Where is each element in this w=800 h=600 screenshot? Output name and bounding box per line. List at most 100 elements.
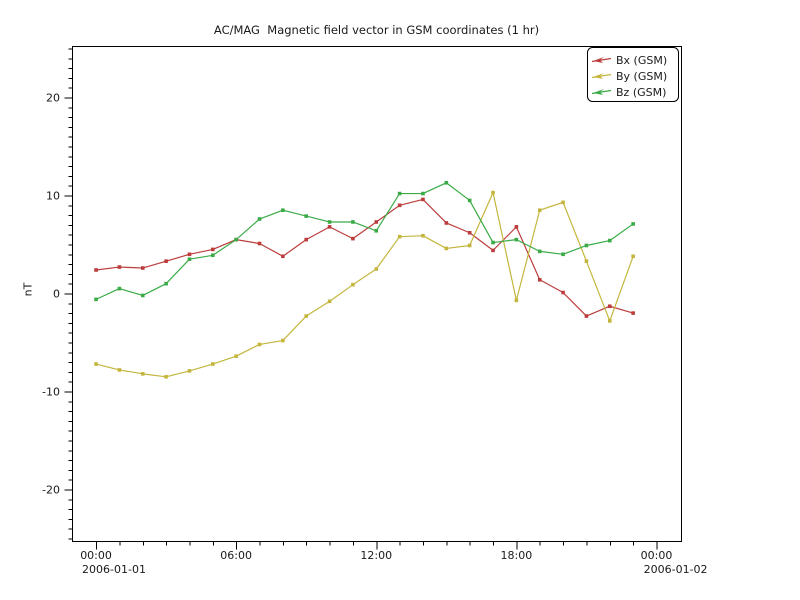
series-marker bbox=[537, 249, 542, 254]
series-marker bbox=[140, 293, 145, 298]
series-marker bbox=[397, 234, 402, 239]
series-marker bbox=[584, 243, 589, 248]
series-line-by-gsm bbox=[95, 191, 634, 378]
series-marker bbox=[281, 254, 285, 259]
series-marker bbox=[234, 354, 238, 359]
x-tick-label: 06:00 bbox=[220, 549, 252, 562]
series-marker bbox=[351, 282, 355, 287]
series-by-gsm bbox=[94, 190, 635, 379]
x-tick-label: 00:00 bbox=[80, 549, 112, 562]
legend-item: By (GSM) bbox=[591, 70, 667, 83]
series-marker bbox=[607, 304, 612, 309]
plot-frame bbox=[72, 46, 682, 542]
series-marker bbox=[467, 230, 472, 235]
series-marker bbox=[327, 225, 332, 229]
series-line-bx-gsm bbox=[95, 198, 634, 317]
series-marker bbox=[187, 257, 192, 262]
series-marker bbox=[94, 297, 98, 302]
series-marker bbox=[374, 220, 379, 224]
series-marker bbox=[514, 237, 519, 242]
series-marker bbox=[164, 374, 168, 379]
series-marker bbox=[421, 197, 425, 202]
series-marker bbox=[444, 180, 449, 185]
series-marker bbox=[444, 246, 449, 251]
series-marker bbox=[94, 362, 98, 366]
series-marker bbox=[374, 267, 379, 271]
series-marker bbox=[94, 268, 98, 272]
legend-label: Bx (GSM) bbox=[616, 54, 667, 67]
y-tick-label: -10 bbox=[42, 385, 60, 398]
x-tick-label: 12:00 bbox=[360, 549, 392, 562]
series-bx-gsm bbox=[94, 197, 635, 318]
series-marker bbox=[140, 372, 145, 376]
legend-item: Bz (GSM) bbox=[591, 86, 666, 99]
series-marker bbox=[351, 236, 355, 241]
series-marker bbox=[514, 225, 519, 229]
series-marker bbox=[421, 233, 425, 238]
series-marker bbox=[397, 191, 402, 196]
x-tick-label: 18:00 bbox=[501, 549, 533, 562]
series-marker bbox=[374, 228, 379, 233]
legend: Bx (GSM) By (GSM) Bz (GSM) bbox=[587, 47, 679, 102]
series-marker bbox=[117, 368, 122, 372]
series-marker bbox=[607, 238, 612, 243]
legend-box bbox=[587, 47, 679, 102]
series-marker bbox=[537, 208, 542, 213]
series-marker bbox=[397, 203, 402, 208]
x-date-label: 2006-01-01 bbox=[82, 563, 146, 576]
series-marker bbox=[304, 314, 309, 318]
series-marker bbox=[187, 252, 192, 257]
series-marker bbox=[281, 338, 285, 343]
y-tick-label: 10 bbox=[46, 190, 60, 203]
series-marker bbox=[187, 369, 192, 373]
legend-marker-icon bbox=[593, 73, 604, 79]
series-marker bbox=[631, 222, 635, 226]
series-marker bbox=[584, 259, 589, 263]
series-marker bbox=[140, 266, 145, 270]
series-marker bbox=[561, 290, 565, 295]
series-marker bbox=[561, 252, 565, 257]
y-tick-label: 0 bbox=[53, 288, 60, 301]
series-marker bbox=[491, 248, 495, 253]
series-line-bz-gsm bbox=[95, 182, 634, 300]
series-marker bbox=[421, 191, 425, 196]
series-marker bbox=[491, 240, 495, 245]
series-marker bbox=[117, 265, 122, 269]
y-tick-label: 20 bbox=[46, 92, 60, 105]
series-marker bbox=[117, 286, 122, 291]
axes bbox=[64, 46, 682, 550]
series-marker bbox=[537, 277, 542, 282]
x-date-label: 2006-01-02 bbox=[644, 563, 708, 576]
series-marker bbox=[351, 220, 355, 224]
series-marker bbox=[561, 200, 565, 205]
series-marker bbox=[164, 259, 168, 263]
series-marker bbox=[211, 362, 215, 366]
series-marker bbox=[514, 298, 519, 303]
legend-marker-icon bbox=[593, 57, 604, 63]
series-marker bbox=[327, 299, 332, 304]
series-marker bbox=[281, 208, 285, 213]
legend-label: By (GSM) bbox=[616, 70, 667, 83]
series-marker bbox=[607, 319, 612, 323]
series-marker bbox=[327, 220, 332, 224]
chart-title: AC/MAG Magnetic field vector in GSM coor… bbox=[213, 23, 540, 37]
series-bz-gsm bbox=[94, 180, 635, 302]
legend-item: Bx (GSM) bbox=[591, 54, 667, 67]
series-marker bbox=[211, 247, 215, 252]
series-marker bbox=[467, 243, 472, 248]
y-tick-label: -20 bbox=[42, 483, 60, 496]
series-marker bbox=[584, 314, 589, 318]
series-marker bbox=[257, 241, 262, 246]
series-marker bbox=[164, 281, 168, 286]
series-marker bbox=[444, 221, 449, 225]
series-marker bbox=[304, 214, 309, 218]
series-marker bbox=[257, 342, 262, 347]
series-marker bbox=[234, 237, 238, 242]
series-marker bbox=[211, 253, 215, 258]
legend-marker-icon bbox=[593, 89, 604, 95]
series-marker bbox=[257, 217, 262, 221]
series-marker bbox=[304, 237, 309, 242]
